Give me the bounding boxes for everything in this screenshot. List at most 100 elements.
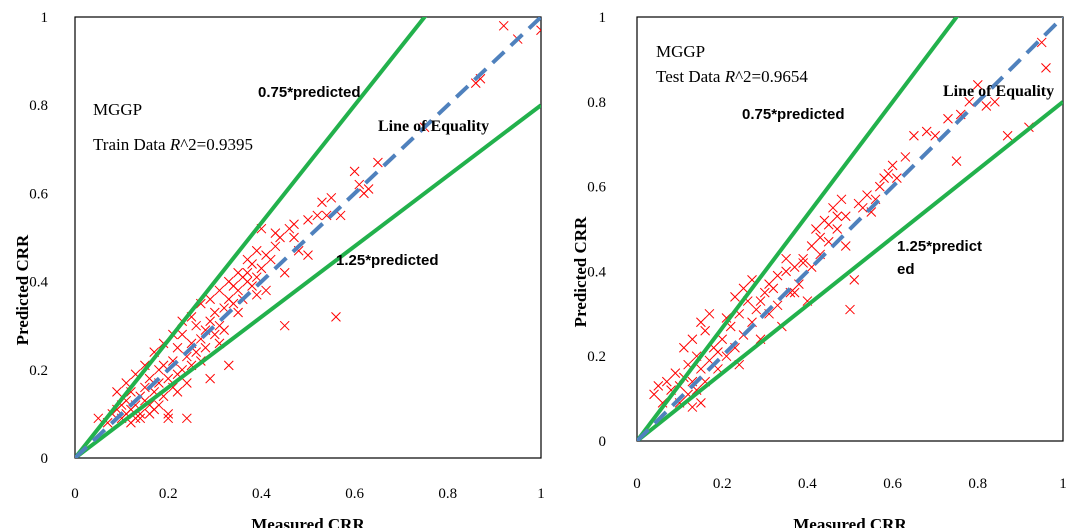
data-point-marker	[205, 294, 215, 305]
y-tick-label: 0.6	[29, 186, 48, 202]
data-point-marker	[781, 253, 791, 264]
data-point-marker	[112, 386, 122, 397]
data-point-marker	[158, 360, 169, 371]
y-tick-label: 0	[41, 451, 49, 467]
equality-line-label: Line of Equality	[378, 118, 489, 135]
data-point-marker	[1036, 37, 1047, 48]
upper-line	[637, 17, 960, 441]
data-point-marker	[832, 224, 843, 234]
data-point-marker	[233, 285, 243, 296]
y-axis-title: Predicted CRR	[13, 234, 32, 345]
data-point-marker	[964, 96, 975, 107]
data-point-marker	[704, 308, 715, 319]
data-point-marker	[874, 181, 885, 192]
lower-line	[637, 100, 1063, 441]
upper-line	[75, 17, 428, 458]
data-point-marker	[909, 130, 919, 141]
x-tick-label: 1	[1059, 476, 1067, 492]
data-point-marker	[177, 329, 188, 340]
data-point-marker	[798, 258, 808, 268]
data-point-marker	[144, 409, 155, 419]
data-point-marker	[191, 347, 202, 358]
data-point-marker	[887, 160, 898, 171]
data-point-marker	[721, 351, 732, 362]
data-point-marker	[331, 312, 341, 322]
x-tick-label: 0	[633, 476, 641, 492]
data-point-marker	[219, 325, 229, 335]
data-point-marker	[163, 373, 174, 384]
data-point-marker	[823, 219, 834, 230]
data-point-marker	[832, 211, 843, 222]
data-point-marker	[806, 241, 817, 251]
data-point-marker	[223, 360, 234, 371]
data-point-marker	[862, 190, 872, 200]
data-point-marker	[836, 194, 847, 205]
data-point-marker	[363, 184, 374, 194]
data-point-marker	[205, 316, 215, 327]
data-point-marker	[270, 241, 281, 252]
data-point-marker	[312, 210, 323, 221]
lower-line-label-cont: ed	[897, 261, 915, 278]
y-axis-title: Predicted CRR	[571, 216, 590, 327]
data-point-marker	[1002, 130, 1013, 141]
y-tick-label: 0.2	[29, 363, 48, 379]
data-point-marker	[921, 126, 932, 137]
data-point-marker	[279, 267, 290, 278]
data-point-marker	[696, 397, 706, 408]
data-point-marker	[661, 376, 672, 387]
lower-line-label: 1.25*predict	[897, 238, 982, 255]
data-point-marker	[772, 300, 783, 311]
data-point-marker	[536, 25, 541, 36]
data-point-marker	[93, 413, 104, 424]
data-point-marker	[498, 20, 509, 31]
data-point-marker	[335, 210, 346, 221]
data-point-marker	[653, 381, 664, 391]
data-point-marker	[242, 267, 253, 278]
data-point-marker	[270, 228, 281, 238]
data-point-marker	[811, 224, 821, 234]
upper-line-label: 0.75*predicted	[742, 106, 845, 123]
model-label: MGGP	[93, 100, 142, 119]
x-tick-label: 0.4	[252, 486, 271, 502]
data-point-marker	[181, 413, 192, 424]
x-tick-label: 0.4	[798, 476, 817, 492]
data-point-marker	[242, 254, 253, 265]
data-point-marker	[849, 275, 860, 285]
r-squared-symbol: R	[724, 67, 736, 86]
reference-lines	[75, 17, 541, 458]
data-point-marker	[251, 245, 262, 256]
data-point-marker	[798, 253, 808, 264]
data-point-marker	[163, 409, 174, 419]
data-point-marker	[233, 307, 243, 318]
data-point-marker	[354, 179, 365, 190]
data-point-marker	[289, 232, 299, 243]
data-point-marker	[981, 101, 992, 111]
lower-line	[75, 103, 541, 458]
data-point-marker	[261, 285, 271, 296]
y-tick-label: 1	[599, 10, 607, 26]
upper-line-label: 0.75*predicted	[258, 84, 361, 101]
y-tick-label: 0.8	[587, 95, 606, 111]
data-point-marker	[326, 192, 337, 203]
data-point-marker	[321, 210, 332, 221]
data-point-marker	[772, 270, 783, 281]
data-point-marker	[696, 317, 706, 328]
data-point-marker	[951, 156, 962, 167]
x-tick-label: 0	[71, 486, 79, 502]
data-point-marker	[845, 304, 855, 315]
x-axis-title: Measured CRR	[251, 515, 365, 528]
data-point-marker	[135, 413, 146, 424]
model-label: MGGP	[656, 42, 705, 61]
data-point-marker	[214, 285, 225, 296]
chart-panel-train: 0 0.2 0.4 0.6 0.8 1 0 0.2 0.4 0.6 0.8 1 Measured CRR…	[13, 10, 545, 528]
data-point-marker	[172, 342, 183, 353]
data-point-marker	[670, 368, 681, 379]
data-point-marker	[789, 262, 800, 273]
data-point-marker	[223, 276, 234, 287]
data-point-marker	[247, 281, 257, 291]
data-point-marker	[713, 347, 723, 357]
y-tick-label: 0.6	[587, 180, 606, 196]
data-point-marker	[828, 202, 838, 213]
r-squared-value: ^2=0.9395	[180, 135, 253, 154]
data-point-marker	[172, 386, 183, 397]
